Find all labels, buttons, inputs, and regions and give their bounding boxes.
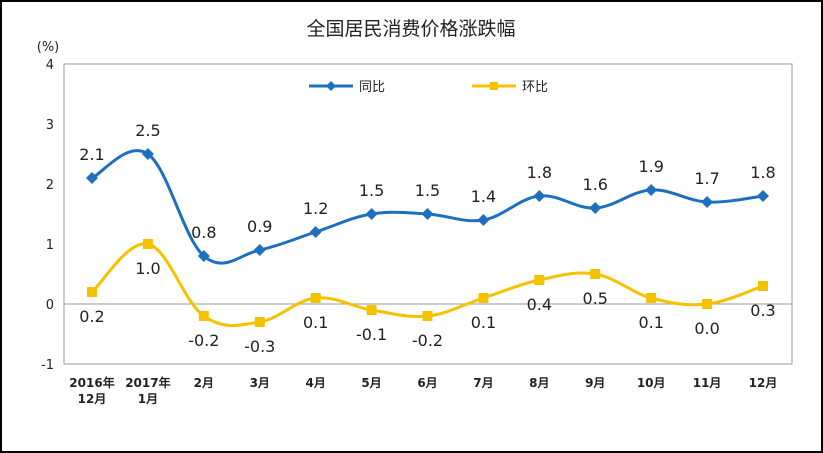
data-point	[589, 202, 602, 214]
x-tick-label: 11月	[693, 376, 722, 390]
x-tick-label: 2017年	[125, 375, 170, 390]
data-label: 1.6	[583, 175, 608, 194]
x-tick-label: 10月	[637, 376, 666, 390]
data-label: 1.8	[527, 163, 552, 182]
data-point	[198, 311, 209, 321]
data-point	[478, 293, 489, 303]
data-label: 1.5	[415, 181, 440, 200]
data-label: 0.1	[303, 313, 328, 332]
data-point	[701, 196, 714, 208]
data-label: 1.0	[135, 259, 160, 278]
y-axis-unit: (%)	[37, 40, 60, 55]
x-tick-label: 7月	[473, 376, 493, 390]
data-point	[421, 208, 434, 220]
x-tick-label: 5月	[361, 376, 381, 390]
data-point	[197, 250, 210, 262]
x-tick-label: 3月	[250, 376, 270, 390]
y-tick-label: 1	[46, 238, 54, 253]
y-tick-label: -1	[41, 358, 54, 373]
data-label: 1.7	[694, 169, 719, 188]
data-point	[141, 148, 154, 160]
x-tick-label: 2月	[194, 376, 214, 390]
data-point	[757, 190, 769, 202]
y-tick-label: 0	[46, 298, 54, 313]
legend: 同比 环比	[309, 80, 548, 95]
series-group: 2.1 2.5 0.8 0.9 1.2 1.5 1.5 1.4 1.8 1.6 1.9 1.7 1.8 0…	[79, 121, 775, 356]
data-label: 1.5	[359, 181, 384, 200]
data-label: -0.1	[356, 325, 387, 344]
legend-label-2: 环比	[522, 80, 548, 95]
data-point	[254, 317, 265, 327]
data-point	[422, 311, 433, 321]
data-point	[253, 244, 266, 256]
x-tick-label: 2016年	[69, 375, 114, 390]
data-point	[590, 269, 601, 279]
data-label: 2.5	[135, 121, 160, 140]
data-label: 0.1	[471, 313, 496, 332]
legend-marker-1	[326, 81, 336, 91]
data-label: -0.3	[244, 337, 275, 356]
data-point	[309, 226, 322, 238]
data-label: 2.1	[79, 145, 104, 164]
x-tick-label: 8月	[529, 376, 549, 390]
data-point	[758, 281, 768, 291]
chart-title: 全国居民消费价格涨跌幅	[306, 18, 515, 40]
data-point	[365, 208, 378, 220]
data-label: 0.1	[638, 313, 663, 332]
data-label: 0.9	[247, 217, 272, 236]
x-tick-label: 4月	[305, 376, 325, 390]
data-label: 0.0	[694, 319, 719, 338]
x-tick-label: 12月	[78, 392, 107, 406]
data-label: 0.5	[583, 289, 608, 308]
y-tick-label: 2	[46, 178, 54, 193]
data-point	[86, 172, 98, 184]
data-point	[310, 293, 321, 303]
x-tick-label: 6月	[417, 376, 437, 390]
data-label: 0.3	[750, 301, 775, 320]
data-point	[477, 214, 490, 226]
data-point	[533, 190, 546, 202]
data-label: 0.8	[191, 223, 216, 242]
data-point	[646, 293, 657, 303]
data-label: 0.4	[527, 295, 552, 314]
y-tick-label: 4	[46, 58, 54, 73]
data-label: -0.2	[412, 331, 443, 350]
data-label: 1.2	[303, 199, 328, 218]
y-axis-ticks: 4 3 2 1 0 -1	[41, 58, 54, 373]
x-tick-label: 9月	[585, 376, 605, 390]
plot-area	[63, 63, 793, 365]
legend-marker-2	[490, 82, 498, 90]
y-tick-label: 3	[46, 118, 54, 133]
data-point	[534, 275, 545, 285]
x-tick-label: 1月	[138, 392, 158, 406]
data-label: 1.9	[638, 157, 663, 176]
data-point	[142, 239, 153, 249]
legend-label-1: 同比	[359, 80, 385, 95]
data-point	[87, 287, 97, 297]
data-point	[702, 299, 713, 309]
data-point	[366, 305, 377, 315]
data-label: 0.2	[79, 307, 104, 326]
x-tick-label: 12月	[749, 376, 778, 390]
data-label: 1.4	[471, 187, 496, 206]
data-point	[645, 184, 658, 196]
data-label: 1.8	[750, 163, 775, 182]
data-label: -0.2	[188, 331, 219, 350]
x-axis-ticks: 2016年 12月 2017年 1月 2月 3月 4月 5月 6月 7月 8月 9月 10月 11月 12月	[69, 375, 777, 406]
